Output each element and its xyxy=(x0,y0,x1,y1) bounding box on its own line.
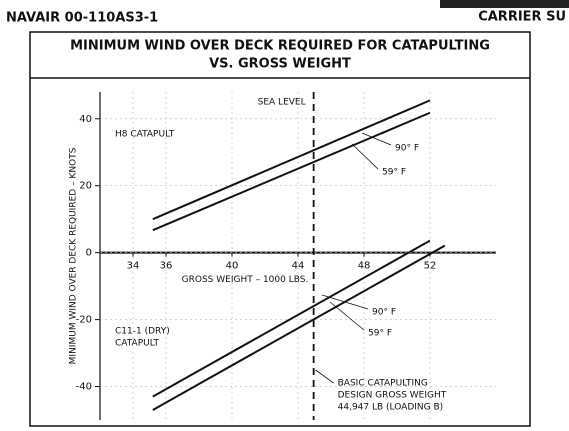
leader-line xyxy=(329,301,365,331)
frame xyxy=(29,31,531,427)
reference-note: BASIC CATAPULTING xyxy=(338,379,428,389)
annotation: C11-1 (DRY) xyxy=(115,327,170,337)
y-tick-label: 0 xyxy=(86,248,92,259)
annotation: H8 CATAPULT xyxy=(115,130,175,140)
y-tick-label: 40 xyxy=(79,114,92,125)
series-line xyxy=(152,244,446,411)
x-tick-label: 52 xyxy=(424,261,437,272)
series-line xyxy=(152,239,431,398)
y-axis-label: MINIMUM WIND OVER DECK REQUIRED – KNOTS xyxy=(69,147,79,364)
chart-title: MINIMUM WIND OVER DECK REQUIRED FOR CATA… xyxy=(70,39,490,54)
chart-subtitle: VS. GROSS WEIGHT xyxy=(209,57,351,72)
section-title: CARRIER SU xyxy=(478,10,566,25)
reference-note: 44,947 LB (LOADING B) xyxy=(338,403,444,413)
reference-note: DESIGN GROSS WEIGHT xyxy=(338,391,447,401)
series-label: 59° F xyxy=(368,329,392,339)
series-label: 90° F xyxy=(372,308,396,318)
reference-label: SEA LEVEL xyxy=(258,98,306,108)
leader-line xyxy=(321,294,369,310)
leader-line xyxy=(351,143,379,170)
series-label: 90° F xyxy=(395,144,419,154)
series-line xyxy=(152,99,431,221)
x-tick-label: 34 xyxy=(127,261,140,272)
y-tick-label: 20 xyxy=(79,181,92,192)
series-label: 59° F xyxy=(382,168,406,178)
x-tick-label: 36 xyxy=(160,261,173,272)
doc-id: NAVAIR 00-110AS3-1 xyxy=(6,11,158,26)
y-tick-label: -20 xyxy=(76,315,92,326)
annotation: CATAPULT xyxy=(115,339,159,349)
leader-line xyxy=(361,132,392,146)
x-tick-label: 48 xyxy=(358,261,371,272)
x-axis-label: GROSS WEIGHT – 1000 LBS. xyxy=(182,275,309,285)
leader-line xyxy=(315,369,334,384)
page-edge-mark xyxy=(440,0,569,8)
x-tick-label: 44 xyxy=(292,261,305,272)
series-line xyxy=(152,111,431,232)
y-tick-label: -40 xyxy=(76,382,92,393)
x-tick-label: 40 xyxy=(226,261,239,272)
